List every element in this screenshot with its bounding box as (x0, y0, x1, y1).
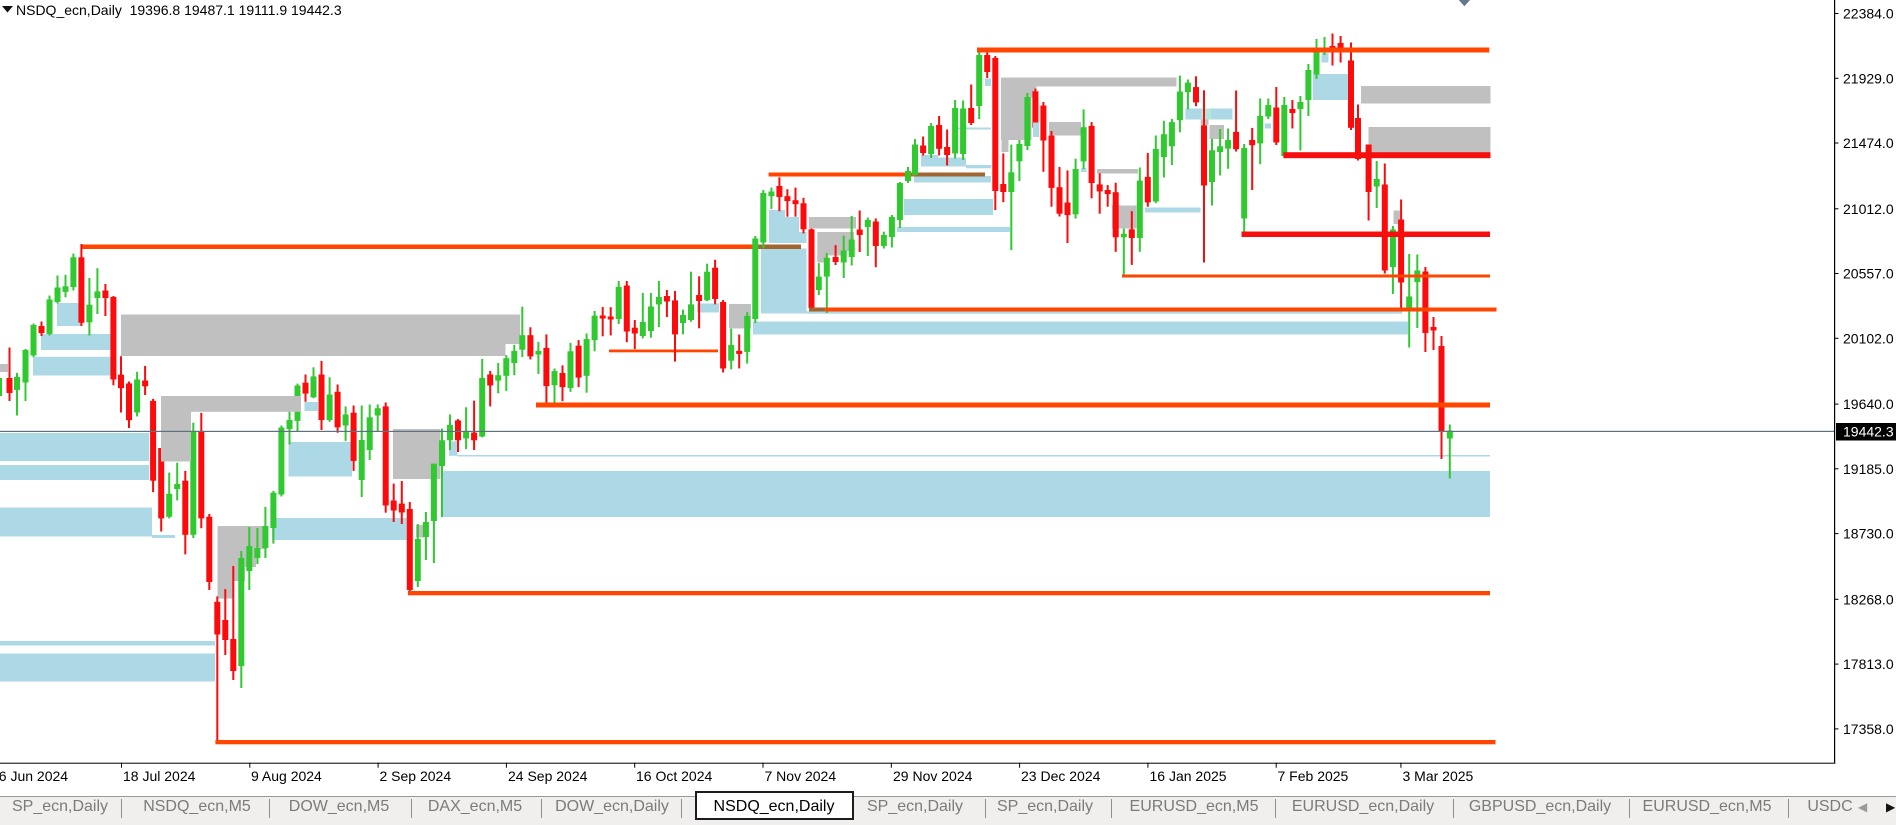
svg-text:16 Jan 2025: 16 Jan 2025 (1150, 768, 1227, 784)
svg-text:21012.0: 21012.0 (1843, 201, 1894, 217)
svg-text:24 Sep 2024: 24 Sep 2024 (508, 768, 588, 784)
svg-text:18 Jul 2024: 18 Jul 2024 (123, 768, 196, 784)
svg-text:7 Feb 2025: 7 Feb 2025 (1278, 768, 1349, 784)
svg-text:26 Jun 2024: 26 Jun 2024 (0, 768, 68, 784)
svg-text:9 Aug 2024: 9 Aug 2024 (251, 768, 322, 784)
svg-text:17358.0: 17358.0 (1843, 721, 1894, 737)
svg-text:3 Mar 2025: 3 Mar 2025 (1403, 768, 1474, 784)
svg-text:22384.0: 22384.0 (1843, 6, 1894, 22)
svg-text:23 Dec 2024: 23 Dec 2024 (1021, 768, 1101, 784)
svg-text:21474.0: 21474.0 (1843, 135, 1894, 151)
svg-text:19442.3: 19442.3 (1843, 424, 1894, 440)
svg-text:20102.0: 20102.0 (1843, 330, 1894, 346)
svg-text:18730.0: 18730.0 (1843, 526, 1894, 542)
svg-text:NSDQ_ecn,Daily 19396.8 19487.: NSDQ_ecn,Daily 19396.8 19487.1 19111.9 1… (16, 2, 342, 18)
svg-text:16 Oct 2024: 16 Oct 2024 (636, 768, 712, 784)
svg-text:20557.0: 20557.0 (1843, 266, 1894, 282)
svg-text:2 Sep 2024: 2 Sep 2024 (380, 768, 452, 784)
svg-text:19640.0: 19640.0 (1843, 396, 1894, 412)
svg-text:29 Nov 2024: 29 Nov 2024 (893, 768, 973, 784)
svg-text:21929.0: 21929.0 (1843, 70, 1894, 86)
svg-text:17813.0: 17813.0 (1843, 656, 1894, 672)
svg-text:7 Nov 2024: 7 Nov 2024 (765, 768, 837, 784)
svg-text:19185.0: 19185.0 (1843, 461, 1894, 477)
svg-text:18268.0: 18268.0 (1843, 591, 1894, 607)
